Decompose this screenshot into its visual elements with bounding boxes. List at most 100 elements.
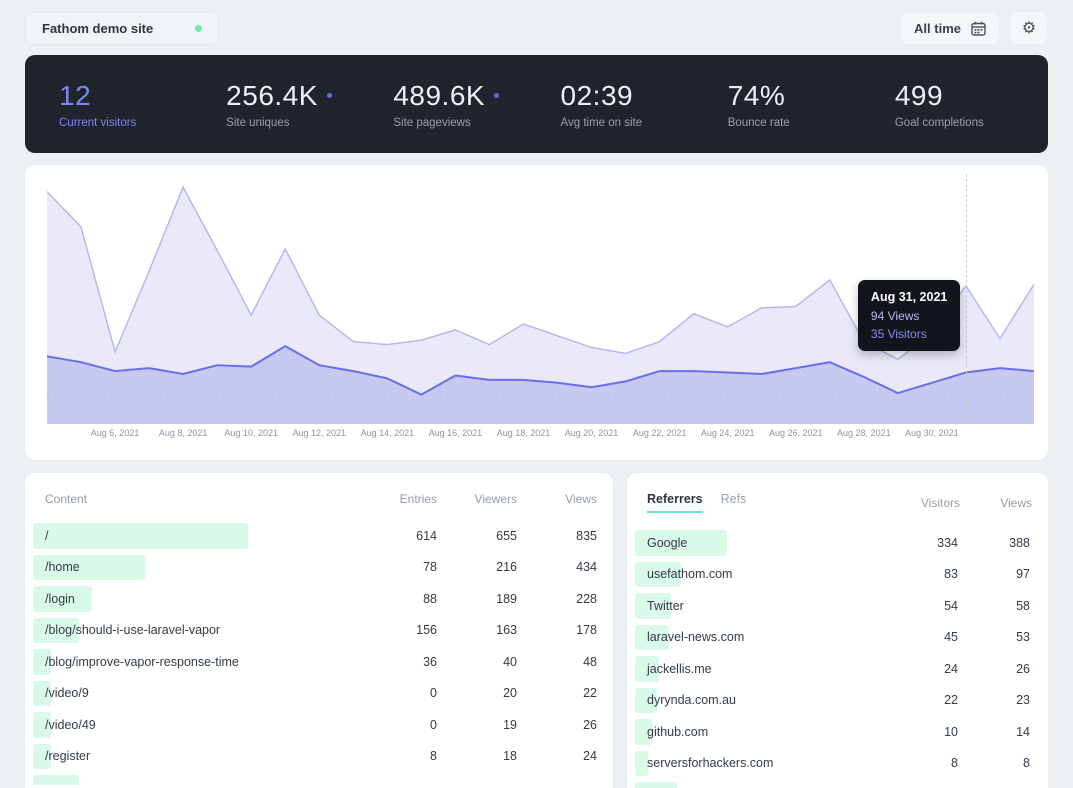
views-value: 178	[576, 623, 597, 638]
x-axis-tick-label: Aug 12, 2021	[292, 428, 347, 438]
page-path: /home	[45, 560, 80, 575]
views-bar	[635, 656, 659, 682]
visitors-value: 54	[944, 598, 958, 613]
x-axis-tick-label: Aug 6, 2021	[90, 428, 140, 438]
table-row[interactable]: /home 78 216 434	[25, 552, 613, 584]
table-row[interactable]: /login 88 189 228	[25, 583, 613, 615]
visitors-value: 83	[944, 567, 958, 582]
table-row[interactable]: /video/9 0 20 22	[25, 678, 613, 710]
views-value: 14	[1016, 724, 1030, 739]
viewers-value: 18	[503, 749, 517, 764]
x-axis-tick-label: Aug 30, 2021	[905, 428, 959, 438]
x-axis-tick-label: Aug 24, 2021	[700, 428, 755, 438]
table-row[interactable]: /video/49 0 19 26	[25, 709, 613, 741]
content-rows: /614 655 835/home 78 216 434/login 88 189 228/bl…	[25, 518, 613, 772]
views-value: 48	[583, 654, 597, 669]
table-row[interactable]: dyrynda.com.au 22 23	[627, 685, 1048, 717]
entries-value: 8	[430, 749, 437, 764]
referrer-name: github.com	[647, 724, 709, 739]
chart-card: Aug 31, 2021 94 Views 35 Visitors Aug 6,…	[25, 165, 1048, 460]
stat-site-pageviews: 489.6K Site pageviews	[369, 80, 536, 129]
x-axis-tick-label: Aug 14, 2021	[360, 428, 415, 438]
stat-value: 256.4K	[226, 80, 369, 112]
views-bar	[635, 687, 657, 713]
traffic-chart[interactable]: Aug 31, 2021 94 Views 35 Visitors	[47, 174, 1034, 424]
views-bar	[635, 530, 727, 556]
visitors-value: 10	[944, 724, 958, 739]
views-bar	[33, 680, 51, 706]
stat-current-visitors: 12 Current visitors	[35, 80, 202, 129]
viewers-value: 189	[496, 591, 517, 606]
viewers-value: 20	[503, 686, 517, 701]
table-row[interactable]: jackellis.me 24 26	[627, 653, 1048, 685]
table-row[interactable]: Google 334 388	[627, 527, 1048, 559]
stat-value: 499	[894, 79, 944, 111]
viewers-value: 40	[503, 654, 517, 669]
entries-value: 36	[423, 654, 437, 669]
stat-value: 12	[59, 79, 92, 111]
views-bar	[33, 743, 51, 769]
entries-value: 0	[430, 686, 437, 701]
viewers-value: 655	[496, 528, 517, 543]
table-row[interactable]: /blog/should-i-use-laravel-vapor 156 163 17…	[25, 615, 613, 647]
stat-label: Current visitors	[59, 116, 137, 129]
views-bar	[33, 617, 79, 643]
tab-referrers[interactable]: Referrers	[647, 492, 703, 513]
referrer-name: jackellis.me	[647, 661, 712, 676]
stat-label: Bounce rate	[727, 116, 790, 129]
stat-label: Avg time on site	[560, 116, 643, 129]
x-axis-tick-label: Aug 8, 2021	[158, 428, 208, 438]
stat-value: 02:39	[560, 79, 634, 111]
entries-value: 0	[430, 717, 437, 732]
table-row[interactable]: Twitter 54 58	[627, 590, 1048, 622]
site-switcher[interactable]: Fathom demo site	[25, 11, 220, 45]
table-row[interactable]: /blog/improve-vapor-response-time 36 40 48	[25, 646, 613, 678]
tooltip-views: 94 Views	[870, 309, 920, 323]
page-path: /blog/improve-vapor-response-time	[45, 654, 239, 669]
hover-crosshair-line	[965, 174, 967, 424]
table-row[interactable]: laravel-news.com 45 53	[627, 622, 1048, 654]
x-axis-tick-label: Aug 20, 2021	[564, 428, 619, 438]
viewers-value: 163	[496, 623, 517, 638]
table-row[interactable]: usefathom.com 83 97	[627, 559, 1048, 591]
views-bar	[33, 712, 51, 738]
stat-bounce-rate: 74% Bounce rate	[704, 80, 871, 129]
x-axis-tick-label: Aug 22, 2021	[632, 428, 687, 438]
entries-value: 156	[416, 623, 437, 638]
referrer-name: usefathom.com	[647, 567, 733, 582]
entries-value: 88	[423, 591, 437, 606]
content-panel-header: Content Entries Viewers Views	[25, 473, 613, 518]
page-path: /register	[45, 749, 91, 764]
table-row[interactable]: / 614 655 835	[25, 520, 613, 552]
settings-button[interactable]: ⚙	[1010, 11, 1048, 45]
tooltip-date: Aug 31, 2021	[870, 290, 948, 304]
page-path: /	[45, 528, 49, 543]
calendar-icon	[971, 21, 986, 36]
views-value: 58	[1016, 598, 1030, 613]
referrers-panel-header: Referrers Refs Visitors Views	[627, 473, 1048, 525]
views-bar	[635, 561, 681, 587]
tab-refs[interactable]: Refs	[720, 492, 747, 506]
top-bar-actions: All time ⚙	[900, 11, 1048, 45]
table-row[interactable]: serversforhackers.com 8 8	[627, 748, 1048, 780]
visitors-value: 22	[944, 693, 958, 708]
table-row[interactable]: github.com 10 14	[627, 716, 1048, 748]
content-partial-row	[25, 775, 613, 785]
views-value: 22	[583, 686, 597, 701]
visitors-value: 45	[944, 630, 958, 645]
views-bar	[33, 554, 145, 580]
views-bar	[33, 586, 92, 612]
views-bar	[33, 649, 51, 675]
views-bar	[635, 750, 648, 776]
stat-dot-icon	[326, 93, 332, 98]
tooltip-visitors: 35 Visitors	[870, 327, 927, 341]
date-range-button[interactable]: All time	[900, 11, 1000, 45]
table-row[interactable]: /register 8 18 24	[25, 741, 613, 773]
views-value: 23	[1016, 693, 1030, 708]
column-header-viewers: Viewers	[474, 492, 517, 506]
page-path: /video/9	[45, 686, 89, 701]
referrer-name: dyrynda.com.au	[647, 693, 736, 708]
x-axis-tick-label: Aug 10, 2021	[224, 428, 278, 438]
column-header-ref-views: Views	[1000, 495, 1032, 510]
views-value: 53	[1016, 630, 1030, 645]
